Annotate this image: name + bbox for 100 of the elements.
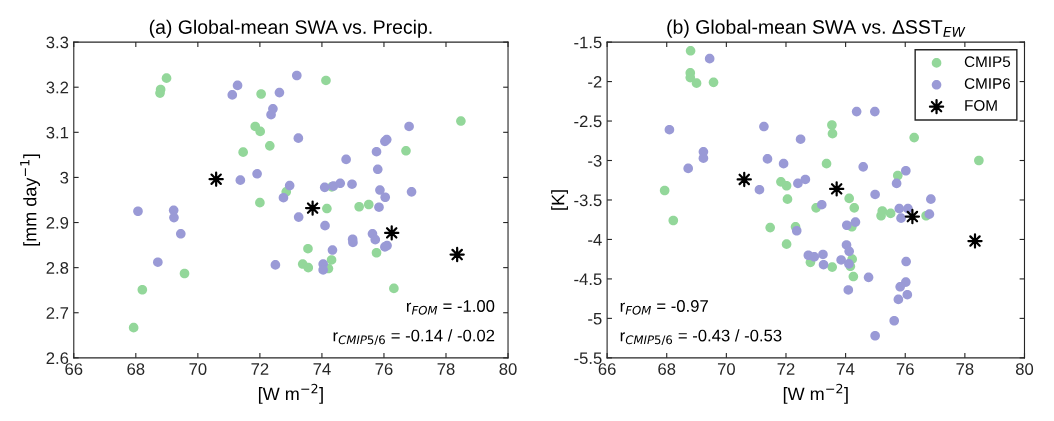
point	[284, 180, 295, 191]
point	[347, 179, 357, 189]
point	[371, 247, 382, 258]
point	[133, 206, 143, 217]
point	[781, 180, 792, 191]
point	[870, 189, 880, 200]
point	[322, 203, 332, 214]
point	[664, 124, 675, 135]
point	[341, 154, 351, 165]
point	[266, 109, 276, 120]
point	[889, 315, 900, 326]
point	[685, 45, 696, 56]
point	[321, 75, 331, 86]
point	[901, 256, 911, 267]
x-tick-label: 74	[837, 363, 855, 375]
point	[449, 246, 465, 263]
point	[926, 194, 936, 204]
point	[827, 262, 837, 272]
point	[778, 158, 789, 169]
y-tick-label: 2.9	[46, 216, 69, 229]
y-tick-label: -4	[588, 234, 602, 246]
point	[974, 155, 984, 166]
annotation: r$_{CMIP5/6}$ = -0.43 / -0.53	[620, 329, 782, 346]
x-tick-label: 66	[598, 363, 616, 375]
y-axis-title: [mm day$^{−1}$]	[20, 154, 41, 246]
point	[836, 255, 846, 265]
point	[708, 77, 719, 88]
y-tick-label: -1.5	[574, 36, 602, 49]
point	[389, 283, 399, 294]
point	[844, 193, 854, 204]
point	[153, 257, 163, 268]
point	[870, 106, 880, 117]
point	[827, 128, 838, 139]
point	[904, 208, 921, 225]
point	[380, 192, 391, 203]
point	[326, 255, 337, 265]
point	[372, 164, 383, 175]
point	[274, 87, 285, 98]
legend-label: CMIP6	[964, 78, 1011, 89]
point	[893, 294, 904, 305]
y-tick-label: -5.5	[574, 352, 602, 365]
y-tick-label: -5	[588, 312, 602, 325]
annotation: r$_{FOM}$ = -0.97	[620, 300, 708, 315]
point	[896, 213, 906, 223]
x-tick-label: 72	[251, 363, 269, 375]
y-tick-label: -4.5	[574, 273, 602, 286]
point	[255, 197, 265, 208]
point	[293, 133, 304, 143]
annotation: r$_{CMIP5/6}$ = -0.14 / -0.02	[333, 329, 495, 346]
x-axis-title: [W m$^{−2}$]	[258, 383, 323, 404]
x-tick-label: 72	[777, 363, 795, 375]
y-axis-title: [K]	[551, 190, 568, 210]
point	[791, 225, 802, 236]
point	[179, 268, 190, 279]
point	[291, 70, 302, 81]
point	[161, 73, 172, 83]
y-tick-label: 2.8	[46, 262, 69, 274]
x-tick-label: 74	[313, 363, 331, 375]
y-tick-label: -2	[588, 75, 602, 88]
point	[967, 233, 983, 249]
point	[278, 192, 289, 203]
point	[255, 126, 266, 137]
point	[406, 187, 417, 197]
x-tick-label: 70	[717, 363, 735, 375]
point	[319, 182, 330, 193]
point	[849, 203, 860, 213]
point	[765, 222, 775, 233]
point	[374, 202, 384, 212]
point	[683, 163, 694, 174]
legend-label: FOM	[965, 100, 997, 111]
point	[843, 285, 854, 295]
point	[759, 121, 769, 132]
point	[841, 220, 852, 231]
point	[816, 199, 827, 210]
point	[293, 212, 304, 222]
point	[208, 171, 224, 187]
point	[858, 162, 869, 172]
y-tick-label: 3.3	[46, 36, 69, 49]
point	[885, 208, 896, 219]
point	[795, 134, 806, 144]
point	[809, 252, 820, 262]
point	[252, 169, 262, 179]
y-tick-label: 3	[60, 171, 69, 184]
point	[270, 260, 281, 270]
point	[782, 194, 793, 204]
y-tick-label: 3.2	[46, 81, 69, 94]
annotation: r$_{FOM}$ = -1.00	[406, 300, 495, 315]
point	[736, 171, 752, 188]
point	[850, 217, 861, 227]
point	[370, 234, 381, 245]
chart-title: (b) Global-mean SWA vs. ΔSST$_{EW}$	[667, 19, 966, 38]
point	[371, 146, 382, 157]
legend-label: CMIP5	[964, 56, 1011, 68]
point	[909, 132, 919, 143]
point	[870, 330, 880, 341]
y-tick-label: 3.1	[46, 126, 69, 139]
point	[851, 106, 862, 117]
x-tick-label: 78	[437, 363, 455, 375]
point	[863, 272, 874, 283]
point	[762, 154, 773, 164]
